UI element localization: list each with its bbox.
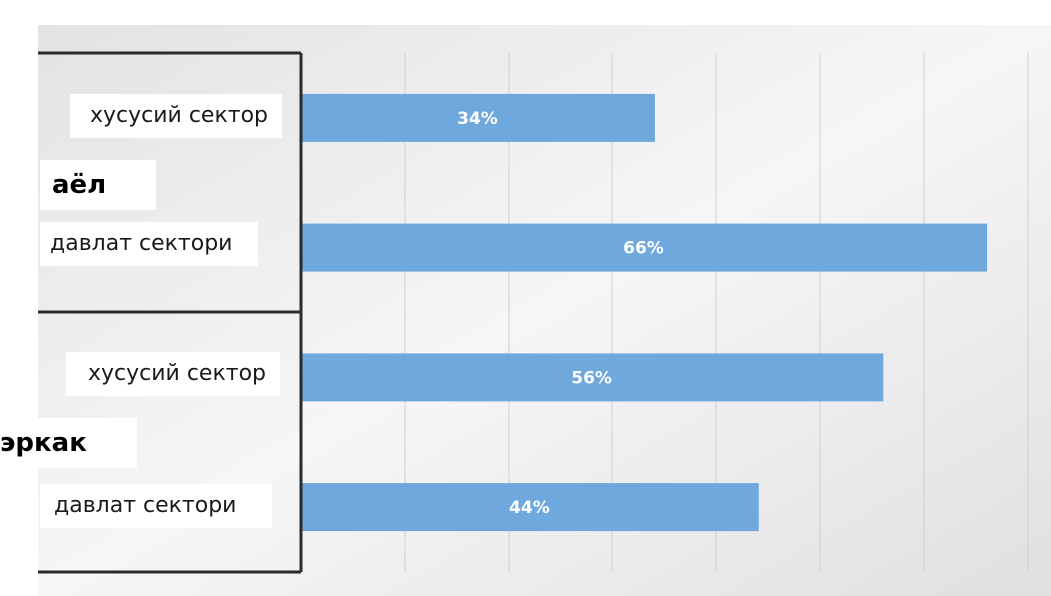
category-label-state-men: давлат сектори xyxy=(40,484,273,528)
bar-g1-c0 xyxy=(302,353,884,402)
bars: 34% 66% 56% 44% xyxy=(302,93,988,532)
bar-g0-c1 xyxy=(302,223,988,272)
category-label-private-men: хусусий сектор xyxy=(66,352,280,396)
data-label-g1-c1: 44% xyxy=(509,498,550,518)
category-label-state-women: давлат сектори xyxy=(40,222,259,266)
group-label-women: аёл xyxy=(40,160,157,210)
category-label-private-women: хусусий сектор xyxy=(70,94,282,138)
data-label-g0-c1: 66% xyxy=(623,239,664,259)
bar-g1-c1 xyxy=(302,483,759,532)
data-label-g0-c0: 34% xyxy=(457,109,498,129)
data-label-g1-c0: 56% xyxy=(571,368,612,388)
category-axis xyxy=(38,51,303,574)
group-label-men: эркак xyxy=(0,418,137,468)
bar-g0-c0 xyxy=(302,93,655,142)
